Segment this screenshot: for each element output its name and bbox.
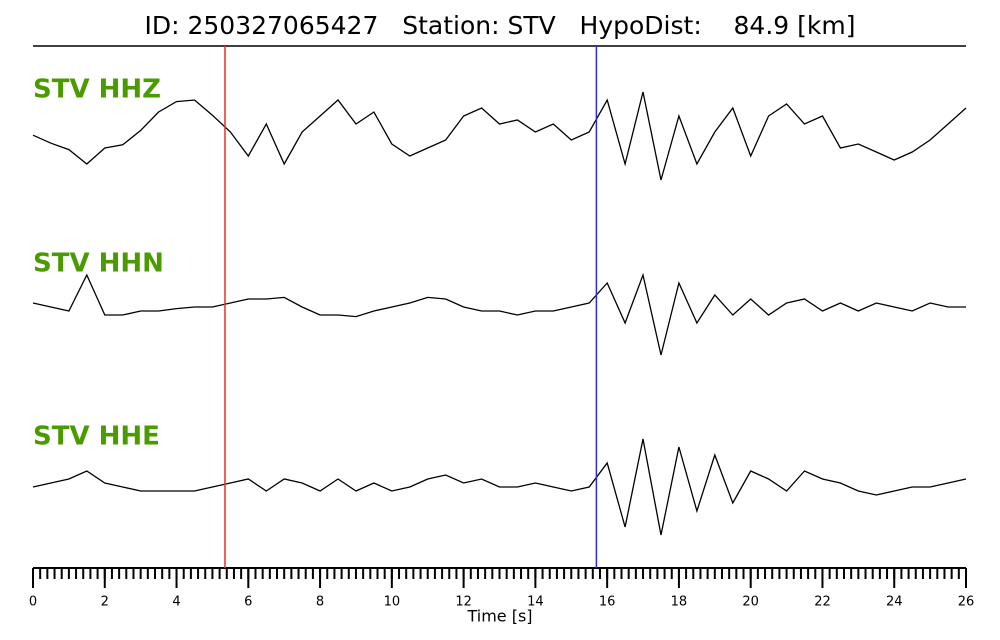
waveform (32, 91, 967, 181)
x-tick-label: 6 (244, 595, 252, 610)
x-tick-label: 14 (527, 595, 544, 610)
x-tick-label: 22 (814, 595, 831, 610)
x-tick-label: 8 (316, 595, 324, 610)
trace-label: STV HHE (33, 422, 160, 452)
waveform (32, 438, 967, 536)
x-tick-label: 12 (455, 595, 472, 610)
x-tick-label: 16 (599, 595, 616, 610)
trace-label: STV HHZ (33, 75, 161, 105)
waveform (32, 272, 966, 356)
x-tick-label: 20 (742, 595, 759, 610)
x-tick-label: 0 (29, 595, 37, 610)
x-tick-label: 26 (958, 595, 975, 610)
x-tick-label: 4 (172, 595, 180, 610)
x-axis-label: Time [s] (466, 607, 532, 626)
x-tick-label: 24 (886, 595, 903, 610)
x-tick-label: 10 (384, 595, 401, 610)
x-tick-label: 2 (101, 595, 109, 610)
trace-label: STV HHN (33, 249, 164, 279)
x-tick-label: 18 (671, 595, 688, 610)
chart-title: ID: 250327065427 Station: STV HypoDist: … (145, 11, 856, 40)
